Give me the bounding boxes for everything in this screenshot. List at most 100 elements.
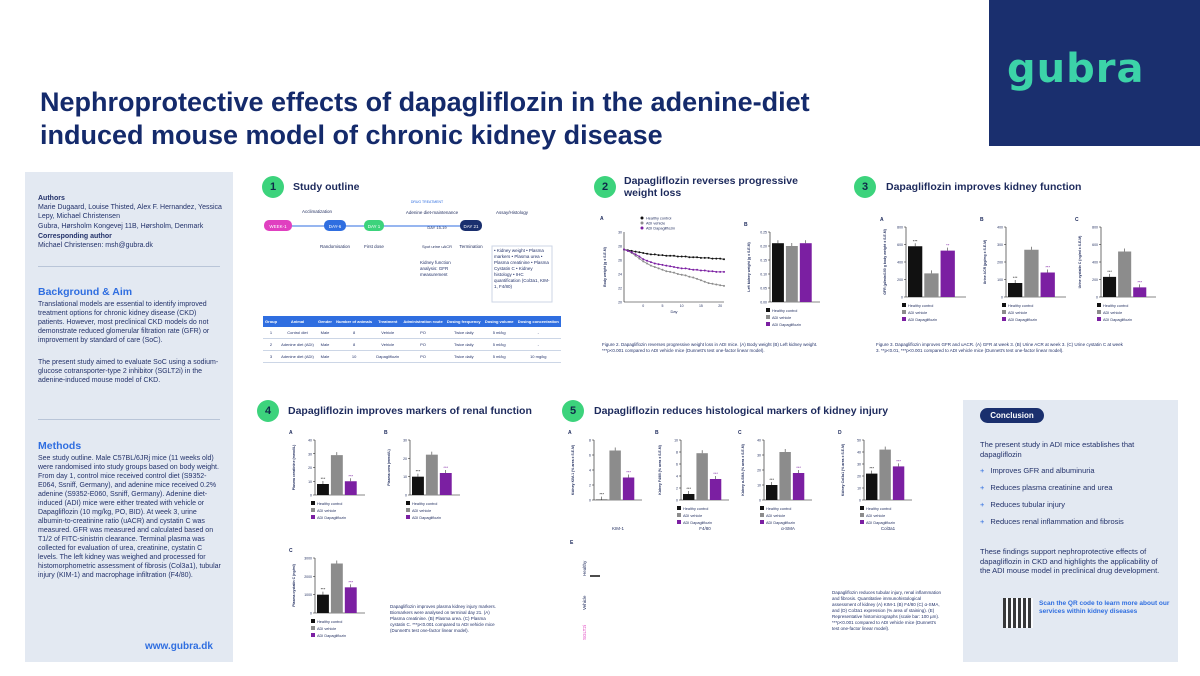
- tick-label-y: 30: [857, 463, 861, 467]
- axis-label-x: Day: [670, 309, 677, 314]
- tick-label-y: 300: [997, 243, 1003, 247]
- data-point: [684, 267, 687, 270]
- chart-5A: A Kidney KIM-1 (% area ± S.E.M) 0 2 4 6 8 *** **…: [568, 430, 642, 531]
- table-cell: 10: [334, 350, 375, 363]
- table-row: 3 Adenine diet (ADI) Male 10 Dapagliflozin PO…: [263, 350, 561, 363]
- axis-label-y: Kidney α-SMA (% area ± S.E.M): [741, 444, 745, 496]
- table-header-cell: Group: [263, 316, 280, 327]
- tick-label-y: 10: [308, 480, 312, 484]
- legend-swatch: [766, 322, 770, 326]
- table-cell: 2: [263, 338, 280, 351]
- section-5-title: Dapagliflozin reduces histological marke…: [594, 405, 889, 417]
- figure-2-caption: Figure 2. Dapagliflozin reverses progres…: [602, 342, 818, 353]
- qr-code[interactable]: [1003, 598, 1033, 628]
- data-point: [661, 263, 664, 266]
- tick-label-y: 30: [403, 439, 407, 443]
- milestone-day-15-label: DAY 15-19: [427, 225, 447, 230]
- figure-2: A Body weight (g ± S.E.M) 20 22 24 26 28 30 0 5 10…: [600, 216, 820, 327]
- legend-swatch: [760, 513, 764, 517]
- tick-label-x: 10: [680, 304, 684, 308]
- panel-letter: B: [980, 217, 984, 223]
- tick-label-y: 0: [901, 296, 903, 300]
- bar-healthy-control: [317, 594, 329, 613]
- legend-swatch: [406, 515, 410, 519]
- methods-text: See study outline. Male C57BL/6JRj mice …: [38, 455, 221, 579]
- table-cell: Male: [315, 338, 335, 351]
- table-cell: -: [515, 327, 561, 339]
- tick-label-y: 0.25: [760, 231, 767, 235]
- data-point: [649, 253, 652, 256]
- significance-label: ***: [1107, 269, 1112, 274]
- data-point: [642, 260, 645, 263]
- chart-5B: B Kidney F4/80 (% area ± S.E.M) 0 2 4 6 8 10 ***…: [655, 430, 729, 531]
- conclusion-intro: The present study in ADI mice establishe…: [980, 440, 1135, 459]
- significance-label: ***: [796, 465, 801, 470]
- bar-adi-vehicle: [924, 273, 939, 297]
- legend-entry: ADI vehicle: [772, 316, 791, 320]
- milestone-week-1: [264, 220, 292, 231]
- legend-swatch: [902, 310, 906, 314]
- legend-swatch: [766, 308, 770, 312]
- data-point: [703, 269, 706, 272]
- corr-author: Michael Christensen: msh@gubra.dk: [38, 242, 153, 249]
- bar-adi-vehicle: [779, 452, 791, 500]
- randomisation-label: Randomisation: [320, 244, 351, 249]
- data-point: [707, 282, 710, 285]
- legend-entry: ADI vehicle: [646, 222, 665, 226]
- marker-label: F4/80: [699, 526, 711, 531]
- data-point: [680, 255, 683, 258]
- legend-swatch: [406, 501, 410, 505]
- tick-label-y: 0.00: [760, 301, 767, 305]
- tick-label-y: 20: [403, 457, 407, 461]
- significance-label: ***: [769, 477, 774, 482]
- background-p2: The present study aimed to evaluate SoC …: [38, 359, 219, 384]
- section-3-number: 3: [854, 176, 876, 198]
- tick-label-y: 40: [857, 451, 861, 455]
- bar-adi-dapagliflozin: [940, 250, 955, 297]
- qr-text[interactable]: Scan the QR code to learn more about our…: [1039, 600, 1170, 615]
- tick-label-x: 20: [718, 304, 722, 308]
- tick-label-y: 0.20: [760, 245, 767, 249]
- legend-entry: Healthy control: [646, 217, 671, 221]
- gubra-logo[interactable]: gubra: [1007, 46, 1145, 92]
- terminal-box: [491, 245, 553, 303]
- table-row: 2 Adenine diet (ADI) Male 8 Vehicle PO Twice d…: [263, 338, 561, 351]
- data-point: [676, 266, 679, 269]
- legend-entry: ADI vehicle: [683, 514, 702, 518]
- milestone-day-1: [364, 220, 384, 231]
- chart-5C: C Kidney α-SMA (% area ± S.E.M) 0 10 20 30 40 *…: [738, 430, 812, 531]
- website-link[interactable]: www.gubra.dk: [145, 641, 213, 652]
- chart-5D: D Kidney Col3a1 (% area ± S.E.M) 0 10 20 30 40…: [838, 430, 912, 531]
- section-2-title: Dapagliflozin reverses progressive weigh…: [624, 175, 798, 199]
- histology-panel: E Healthy Vehicle SGLT2i: [570, 540, 600, 640]
- legend-entry: ADI Dapagliflozin: [766, 521, 795, 525]
- legend-entry: Healthy control: [317, 620, 342, 624]
- bar-adi-dapagliflozin: [344, 481, 357, 495]
- tick-label-y: 200: [1092, 278, 1098, 282]
- panel-letter: A: [568, 430, 572, 436]
- tick-label-y: 2: [589, 484, 591, 488]
- tick-label-y: 0: [759, 499, 761, 503]
- chart-3C: C Urine cystatin C (ng/ml ± S.E.M) 0 200 400…: [1075, 217, 1156, 322]
- bar-adi-dapagliflozin: [344, 587, 357, 613]
- tick-label-x: 0: [642, 304, 644, 308]
- legend-entry: ADI Dapagliflozin: [772, 323, 801, 327]
- tick-label-y: 22: [618, 287, 622, 291]
- data-point: [646, 262, 649, 265]
- tick-label-y: 30: [618, 231, 622, 235]
- section-4-title: Dapagliflozin improves markers of renal …: [288, 405, 532, 417]
- data-point: [657, 254, 660, 257]
- figure-3-caption: Figure 3. Dapagliflozin improves GFR and…: [876, 342, 1123, 353]
- data-point: [673, 271, 675, 274]
- tick-label-y: 20: [857, 475, 861, 479]
- methods-heading: Methods: [38, 440, 82, 452]
- data-point: [638, 251, 641, 254]
- legend-swatch: [902, 303, 906, 307]
- bar-healthy-control: [683, 494, 695, 500]
- milestone-day-6-label: DAY-6: [329, 224, 342, 229]
- data-point: [699, 269, 702, 272]
- legend-entry: ADI Dapagliflozin: [1103, 318, 1132, 322]
- tick-label-y: 28: [618, 245, 622, 249]
- table-header-cell: Treatment: [374, 316, 402, 327]
- legend-entry: Healthy control: [766, 507, 791, 511]
